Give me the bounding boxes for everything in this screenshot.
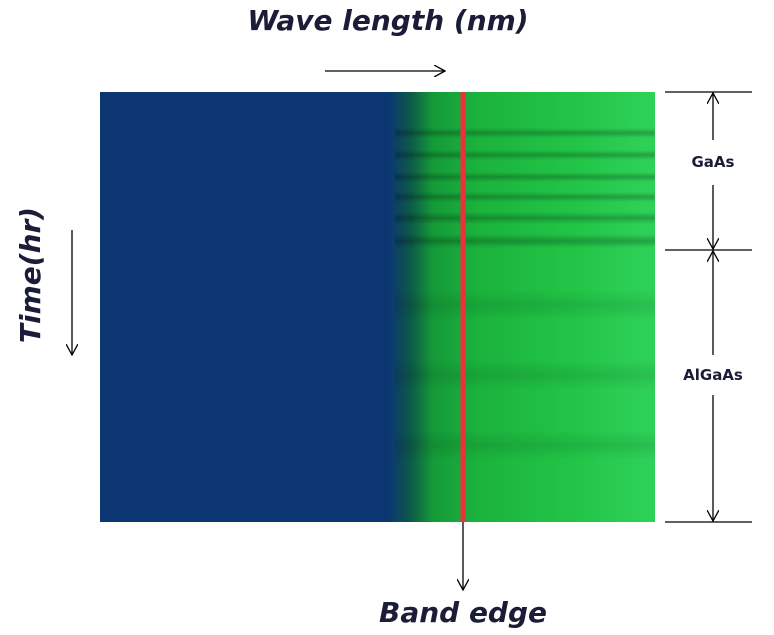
layer-scale: GaAs AlGaAs [665, 92, 752, 522]
y-label: Time(hr) [14, 207, 47, 343]
layer-label: GaAs [692, 153, 735, 171]
band-edge-label: Band edge [379, 596, 547, 629]
layer-label: AlGaAs [683, 366, 743, 384]
spectrum-image [100, 92, 655, 522]
diagram: Wave length (nm) Time(hr) Band edge GaAs… [0, 0, 774, 635]
title: Wave length (nm) [247, 4, 528, 37]
